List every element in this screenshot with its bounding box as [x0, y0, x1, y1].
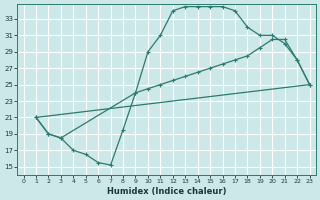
X-axis label: Humidex (Indice chaleur): Humidex (Indice chaleur): [107, 187, 226, 196]
